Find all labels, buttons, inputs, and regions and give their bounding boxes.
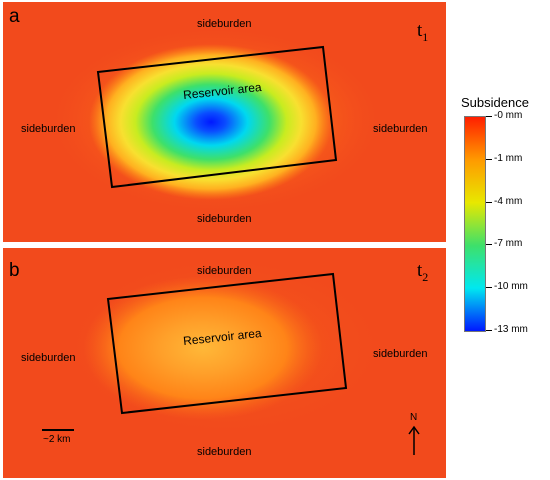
sideburden-label-top-a: sideburden (197, 18, 252, 30)
legend-tick-label: -4 mm (494, 195, 523, 207)
subsidence-map-a (3, 2, 446, 242)
time-label-a: t1 (417, 20, 429, 44)
time-label-b: t2 (417, 260, 429, 284)
legend-tick-label: -10 mm (494, 281, 528, 293)
subsidence-bowl-b (83, 276, 323, 420)
legend-tick-label: -7 mm (494, 238, 523, 250)
panel-label-b: b (9, 260, 20, 281)
north-label: N (410, 412, 418, 423)
subsidence-map-b (3, 248, 446, 478)
reservoir-outline-a (96, 45, 338, 189)
sideburden-label-left-b: sideburden (21, 352, 76, 364)
scale-bar-label: ~2 km (43, 434, 71, 445)
map-panel-a: a t1 sideburden sideburden sideburden si… (3, 2, 446, 242)
legend-tick-label: -0 mm (494, 110, 523, 121)
sideburden-label-left-a: sideburden (21, 123, 76, 135)
reservoir-outline-b (106, 272, 348, 415)
legend-title: Subsidence (461, 95, 529, 110)
color-bar (464, 116, 486, 332)
legend-tick-mark (486, 116, 492, 117)
legend-tick-label: -13 mm (494, 324, 528, 335)
legend-tick-mark (486, 330, 492, 331)
legend-tick-mark (486, 158, 492, 160)
legend-tick-label: -1 mm (494, 152, 523, 164)
sideburden-label-right-b: sideburden (373, 348, 428, 360)
sideburden-label-bottom-a: sideburden (197, 213, 252, 225)
sideburden-label-top-b: sideburden (197, 265, 252, 277)
legend-tick-mark (486, 201, 492, 203)
legend-tick-mark (486, 244, 492, 246)
panel-label-a: a (9, 6, 20, 27)
legend-tick-mark (486, 287, 492, 289)
subsidence-bowl-a (89, 44, 333, 200)
sideburden-label-right-a: sideburden (373, 123, 428, 135)
sideburden-label-bottom-b: sideburden (197, 446, 252, 458)
map-panel-b: b t2 sideburden sideburden sideburden si… (3, 248, 446, 478)
